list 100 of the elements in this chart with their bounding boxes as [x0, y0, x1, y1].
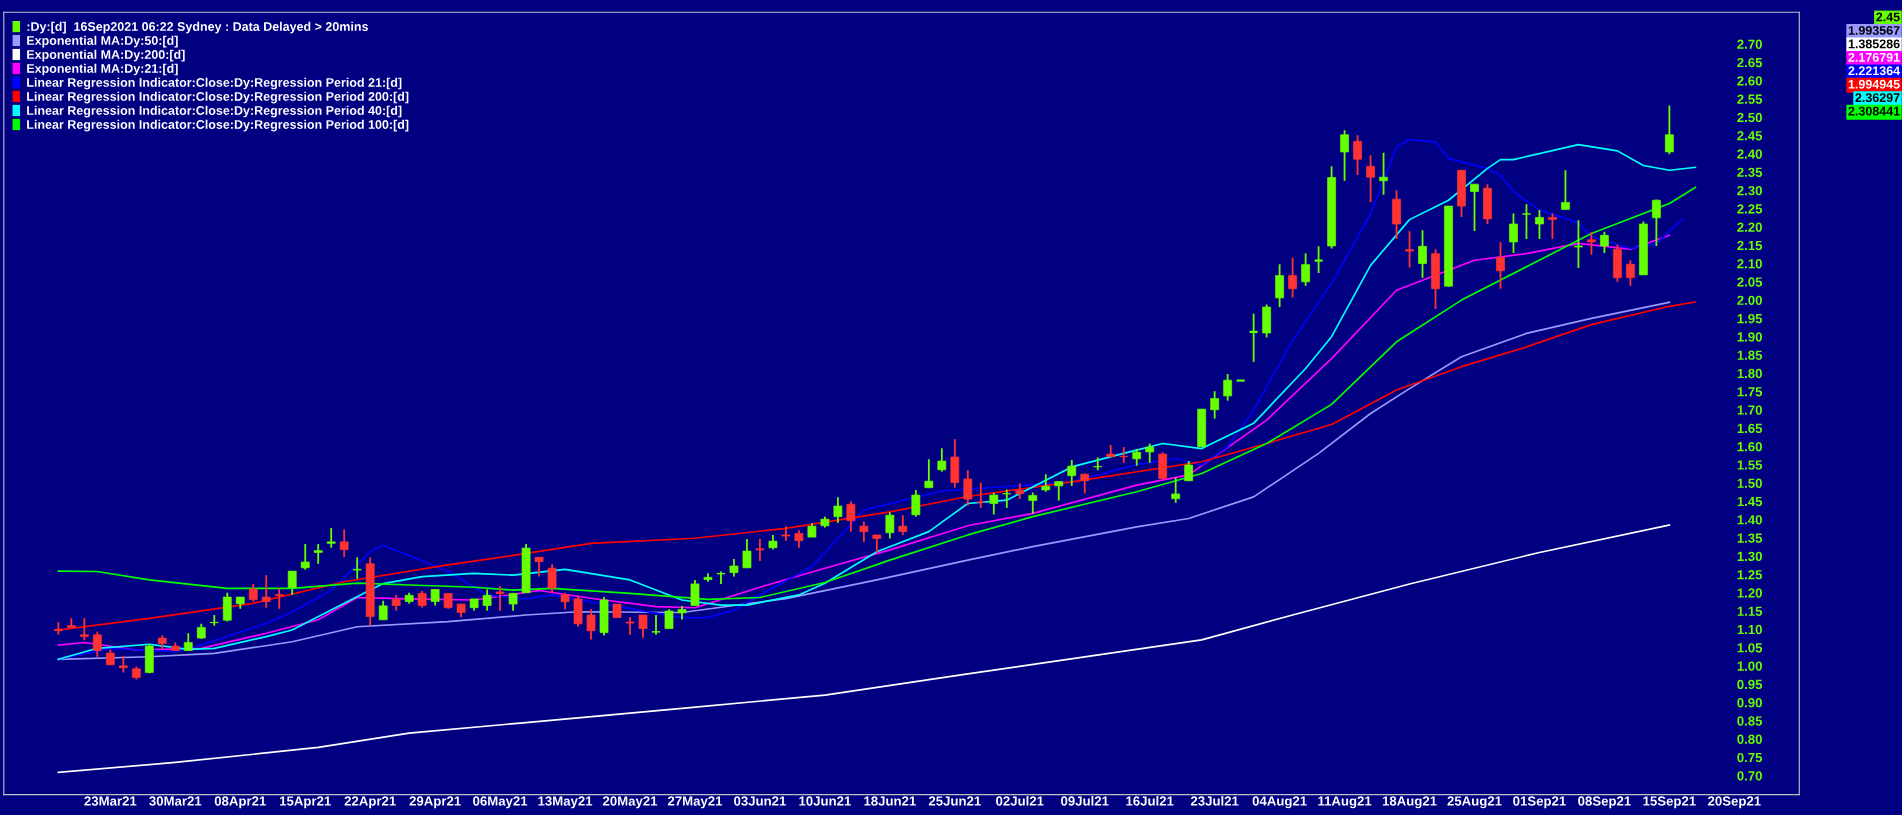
line-series — [57, 524, 1671, 774]
x-tick-label: 27May21 — [667, 796, 723, 809]
candlestick — [1275, 263, 1284, 308]
candlestick — [989, 491, 999, 516]
candlestick — [274, 587, 284, 610]
candlestick — [1288, 256, 1297, 299]
candlestick — [547, 563, 557, 594]
candlestick — [1145, 442, 1155, 464]
legend-label: Linear Regression Indicator:Close:Dy:Regression Period 40:[d] — [27, 105, 402, 118]
y-tick-label: 2.60 — [1737, 76, 1762, 86]
candlestick — [79, 617, 89, 642]
candlestick — [1028, 491, 1038, 515]
candlestick — [1379, 151, 1388, 196]
candlestick — [534, 556, 544, 578]
candlestick — [1119, 446, 1129, 464]
y-tick-label: 1.45 — [1737, 496, 1763, 507]
candlestick — [664, 608, 674, 630]
y-tick-label: 1.00 — [1737, 661, 1762, 671]
candlestick — [1405, 230, 1414, 269]
x-tick-label: 30Mar21 — [149, 796, 202, 806]
y-tick-label: 1.55 — [1737, 460, 1763, 470]
candlestick — [898, 514, 908, 536]
candlestick — [1561, 169, 1570, 211]
x-tick-label: 15Sep21 — [1643, 796, 1696, 809]
x-tick-label: 18Jun21 — [864, 796, 916, 806]
y-tick-label: 1.30 — [1737, 551, 1762, 562]
text: 1.993567 — [1848, 26, 1900, 35]
candlestick — [209, 614, 219, 627]
y-tick-label: 1.60 — [1737, 441, 1762, 452]
x-tick-label: 09Jul21 — [1061, 796, 1109, 806]
x-tick-label: 15Apr21 — [280, 796, 331, 809]
x-tick-label: 23Jul21 — [1190, 796, 1239, 806]
text: 2.221364 — [1848, 66, 1901, 76]
x-tick-label: 13May21 — [538, 796, 593, 809]
candlestick — [911, 489, 921, 518]
x-tick-label: 03Jun21 — [734, 796, 786, 806]
y-tick-label: 2.50 — [1737, 112, 1762, 123]
candlestick — [1509, 212, 1518, 254]
candlestick — [287, 570, 297, 596]
x-tick-label: 11Aug21 — [1318, 796, 1372, 809]
y-tick-label: 2.20 — [1737, 222, 1762, 232]
legend-label: Linear Regression Indicator:Close:Dy:Regression Period 21:[d] — [27, 77, 402, 90]
y-tick-label: 0.90 — [1737, 698, 1762, 708]
y-tick-label: 1.50 — [1737, 478, 1762, 488]
x-tick-label: 08Sep21 — [1578, 796, 1631, 809]
x-tick-label: 04Aug21 — [1252, 796, 1307, 809]
y-tick-label: 1.85 — [1737, 350, 1763, 360]
candlestick — [1002, 488, 1012, 509]
y-tick-label: 2.35 — [1737, 167, 1763, 177]
y-tick-label: 1.20 — [1737, 588, 1762, 598]
candlestick — [261, 574, 271, 609]
y-tick-label: 1.10 — [1737, 624, 1762, 635]
y-tick-label: 0.95 — [1737, 679, 1763, 690]
candlestick — [1470, 183, 1479, 232]
y-tick-label: 0.85 — [1737, 716, 1763, 726]
candlestick — [313, 543, 323, 565]
y-tick-label: 2.15 — [1737, 240, 1763, 251]
x-tick-label: 01Sep21 — [1513, 796, 1566, 809]
y-tick-label: 2.55 — [1737, 94, 1763, 104]
y-tick-label: 1.25 — [1737, 569, 1763, 580]
candlestick — [781, 525, 791, 542]
y-tick-label: 2.40 — [1737, 149, 1762, 159]
candlestick — [1522, 203, 1531, 240]
y-tick-label: 1.70 — [1737, 405, 1762, 415]
candlestick — [300, 543, 310, 571]
x-tick-label: 20Sep21 — [1708, 796, 1761, 809]
y-tick-label: 2.00 — [1737, 295, 1762, 305]
x-tick-label: 02Jul21 — [996, 796, 1044, 806]
x-tick-label: 06May21 — [473, 796, 528, 809]
candlestick — [1223, 373, 1233, 402]
candlestick — [1313, 245, 1324, 274]
candlestick — [1366, 154, 1375, 203]
y-tick-label: 2.30 — [1737, 185, 1762, 196]
candlestick — [1080, 472, 1090, 495]
candlestick — [1548, 212, 1557, 240]
x-tick-label: 18Aug21 — [1382, 796, 1437, 809]
y-tick-label: 0.75 — [1737, 752, 1763, 763]
x-tick-label: 29Apr21 — [409, 796, 461, 809]
candlestick — [1574, 219, 1583, 269]
candlestick — [690, 579, 700, 607]
candlestick — [326, 527, 336, 549]
candlestick — [742, 538, 752, 569]
x-tick-label: 20May21 — [602, 796, 658, 809]
candlestick — [352, 556, 362, 580]
y-tick-label: 2.25 — [1737, 204, 1763, 214]
candlestick — [495, 585, 505, 612]
candlestick — [976, 481, 986, 509]
candlestick — [378, 599, 388, 621]
candlestick — [1067, 459, 1077, 487]
y-tick-label: 1.75 — [1737, 387, 1763, 397]
candlestick — [339, 528, 349, 558]
candlestick — [1418, 229, 1427, 279]
y-tick-label: 1.90 — [1737, 332, 1762, 342]
candlestick — [1587, 231, 1596, 256]
candlestick — [586, 608, 596, 641]
y-tick-label: 1.95 — [1737, 313, 1763, 324]
y-tick-label: 1.35 — [1737, 533, 1763, 543]
candlestick — [1210, 390, 1220, 420]
x-tick-label: 22Apr21 — [344, 796, 396, 809]
y-tick-label: 0.70 — [1737, 771, 1762, 781]
